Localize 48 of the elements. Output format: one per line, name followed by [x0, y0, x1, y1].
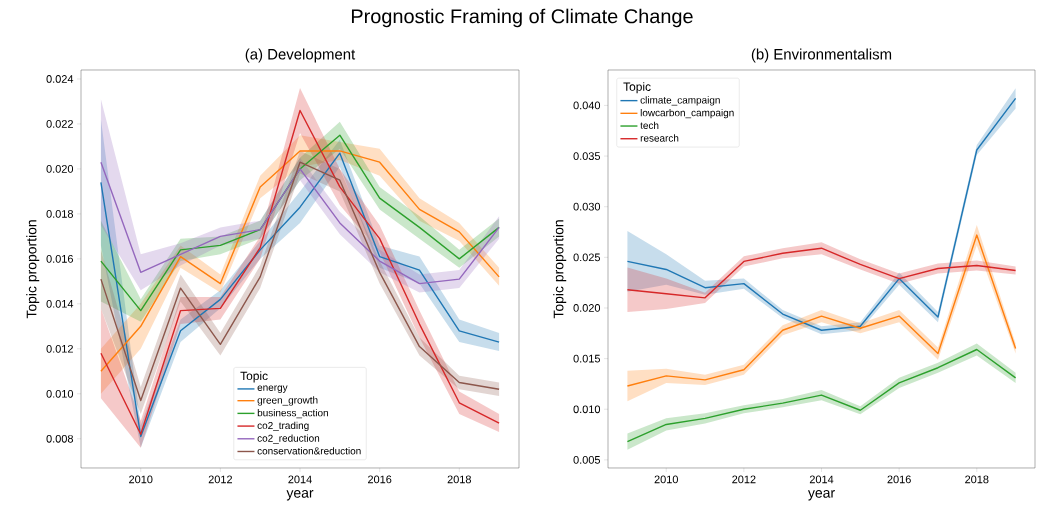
- x-tick-label: 2018: [447, 475, 471, 484]
- y-axis-title: Topic proportion: [26, 220, 40, 319]
- chart-title: (b) Environmentalism: [751, 48, 892, 63]
- y-tick-label: 0.018: [46, 210, 74, 218]
- y-tick-label: 0.015: [573, 354, 601, 363]
- y-tick-label: 0.020: [573, 304, 601, 312]
- x-axis-title: year: [286, 490, 314, 501]
- y-tick-label: 0.010: [573, 405, 601, 414]
- legend-title: Topic: [623, 82, 651, 94]
- legend-label: energy: [257, 385, 288, 393]
- legend-label: conservation&reduction: [257, 447, 361, 455]
- legend-label: green_growth: [257, 396, 318, 406]
- legend-label: co2_reduction: [257, 434, 320, 444]
- x-tick-label: 2010: [654, 475, 678, 484]
- legend-label: co2_trading: [257, 421, 309, 432]
- y-tick-label: 0.008: [46, 434, 74, 443]
- legend-label: climate_campaign: [640, 96, 720, 106]
- y-tick-label: 0.010: [46, 389, 74, 398]
- y-tick-label: 0.016: [46, 255, 74, 263]
- x-tick-label: 2014: [288, 475, 312, 484]
- legend-label: lowcarbon_campaign: [640, 108, 734, 119]
- y-tick-label: 0.035: [573, 152, 601, 160]
- x-axis-title: year: [807, 490, 835, 501]
- x-tick-label: 2010: [129, 475, 153, 484]
- y-tick-label: 0.014: [46, 299, 74, 308]
- y-axis-title: Topic proportion: [553, 220, 567, 319]
- y-tick-label: 0.022: [46, 120, 73, 128]
- legend-label: business_action: [257, 409, 328, 419]
- y-tick-label: 0.024: [46, 75, 74, 83]
- y-tick-label: 0.025: [573, 253, 601, 262]
- x-tick-label: 2016: [887, 475, 911, 484]
- chart-title: (a) Development: [245, 48, 356, 63]
- y-tick-label: 0.005: [573, 456, 601, 464]
- line-series: [100, 161, 500, 285]
- x-tick-label: 2016: [368, 475, 392, 484]
- y-tick-label: 0.040: [573, 101, 601, 110]
- x-tick-label: 2018: [965, 475, 989, 484]
- y-tick-label: 0.020: [46, 165, 74, 173]
- y-tick-label: 0.030: [573, 202, 601, 211]
- x-tick-label: 2012: [208, 475, 233, 484]
- text: Prognostic Framing of Climate Change: [351, 8, 693, 28]
- line-series: [626, 247, 1017, 299]
- legend-label: tech: [640, 121, 659, 129]
- legend-label: research: [640, 134, 679, 142]
- legend-title: Topic: [240, 371, 268, 383]
- x-tick-label: 2012: [732, 475, 756, 484]
- y-tick-label: 0.012: [46, 344, 73, 353]
- x-tick-label: 2014: [809, 475, 834, 484]
